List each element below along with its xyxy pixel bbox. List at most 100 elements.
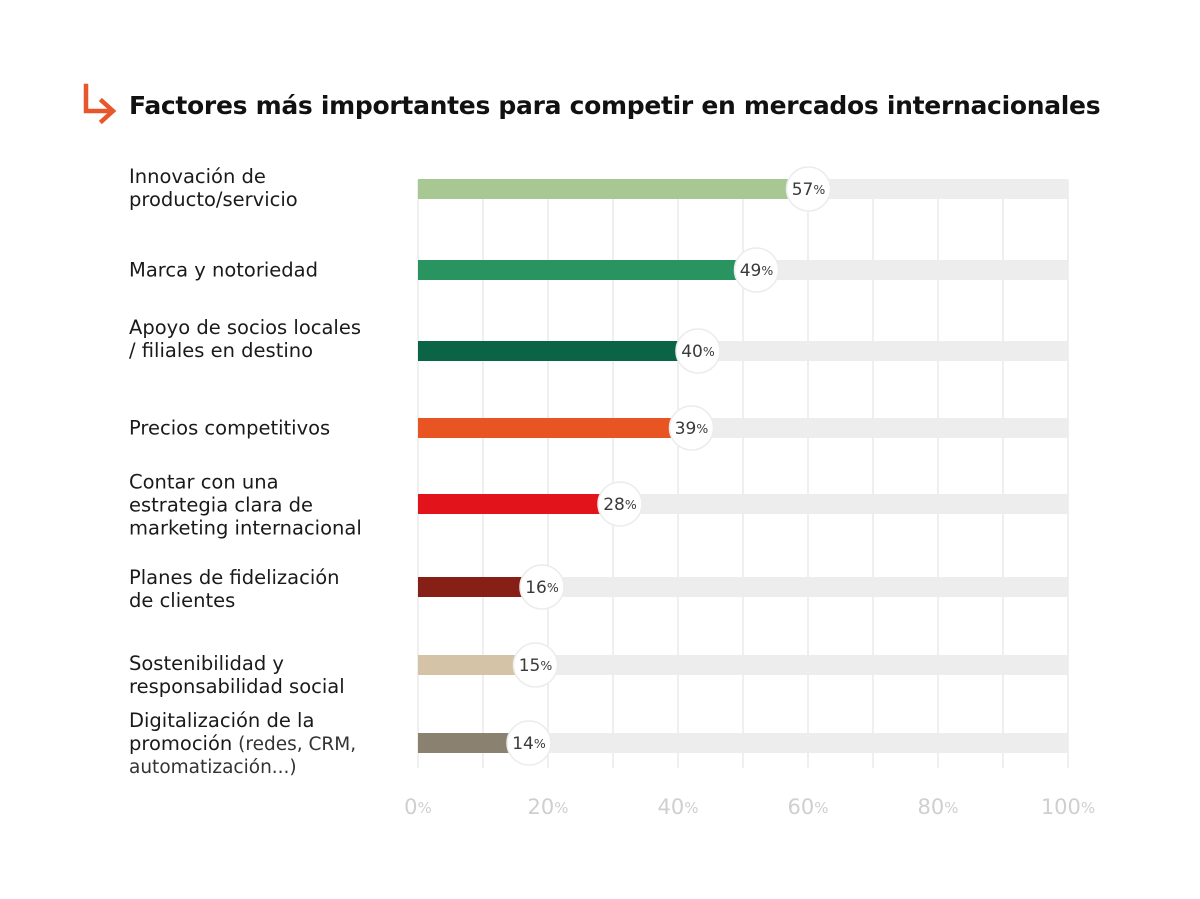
category-label-text: de clientes	[129, 589, 236, 612]
arrow-icon	[83, 83, 117, 125]
bar-track	[418, 655, 1068, 675]
category-label-text: estrategia clara de	[129, 493, 313, 517]
x-tick-label: 40%	[658, 795, 699, 819]
x-tick-value: 40	[658, 795, 685, 819]
bar	[418, 494, 600, 514]
x-tick-value: 80	[918, 795, 945, 819]
data-label-value: 57	[792, 180, 814, 200]
category-label-line: Contar con una	[129, 471, 414, 494]
x-tick-label: 100%	[1041, 795, 1095, 819]
data-label-suffix: %	[696, 421, 708, 436]
data-label-value: 49	[740, 261, 762, 281]
category-label-line: Marca y notoriedad	[129, 259, 414, 282]
category-label-line: / filiales en destino	[129, 339, 414, 362]
category-label-line: Sostenibilidad y	[129, 652, 414, 675]
data-label-suffix: %	[813, 182, 825, 197]
data-label: 40%	[681, 342, 715, 362]
category-label: Precios competitivos	[129, 417, 414, 440]
x-tick-suffix: %	[944, 799, 958, 817]
value-bubble	[506, 720, 552, 766]
value-bubble	[785, 166, 832, 212]
category-label: Innovación de producto/servicio	[129, 165, 414, 211]
category-label-line: Digitalización de la	[129, 709, 414, 732]
category-label: Marca y notoriedad	[129, 259, 414, 282]
x-tick-value: 100	[1041, 795, 1081, 819]
x-tick-label: 20%	[528, 795, 569, 819]
category-label-line: Apoyo de socios locales	[129, 316, 414, 339]
data-label-value: 28	[603, 495, 625, 515]
category-label: Planes de fidelización de clientes	[129, 566, 414, 612]
x-tick-label: 0%	[404, 795, 432, 819]
title-row: Factores más importantes para competir e…	[80, 82, 1101, 128]
category-label-text: Innovación de	[129, 165, 266, 188]
value-bubble	[512, 642, 559, 688]
x-tick-value: 20	[528, 795, 555, 819]
category-label-text: Precios competitivos	[129, 416, 331, 440]
x-tick-suffix: %	[554, 799, 568, 817]
x-tick-suffix: %	[684, 799, 698, 817]
x-tick-suffix: %	[418, 799, 432, 817]
bar	[418, 260, 737, 280]
category-label-text: promoción	[129, 732, 233, 755]
category-label-text: marketing internacional	[129, 516, 362, 540]
category-label-text: producto/servicio	[129, 188, 298, 211]
data-label-suffix: %	[761, 263, 773, 278]
category-label-line: marketing internacional	[129, 517, 414, 540]
category-label-text: / filiales en destino	[129, 339, 314, 362]
category-label-text: Apoyo de socios locales	[129, 316, 362, 339]
value-bubble	[519, 564, 565, 610]
category-label-line: estrategia clara de	[129, 494, 414, 517]
category-label-line: Precios competitivos	[129, 417, 414, 440]
category-label-text: Sostenibilidad y	[129, 652, 284, 675]
x-tick-suffix: %	[814, 799, 828, 817]
data-label: 57%	[792, 180, 826, 200]
x-tick-label: 80%	[918, 795, 959, 819]
category-label-line: producto/servicio	[129, 188, 414, 211]
data-label-suffix: %	[547, 580, 559, 595]
x-tick-value: 0	[404, 795, 417, 819]
bar	[418, 341, 678, 361]
category-label-line: Planes de fidelización	[129, 566, 414, 589]
bar-track	[418, 577, 1068, 597]
data-label-value: 40	[681, 342, 703, 362]
value-bubble	[675, 328, 721, 374]
category-label: Contar con una estrategia clara de marketi…	[129, 471, 414, 540]
bar	[418, 655, 516, 675]
bar	[418, 418, 672, 438]
data-label: 15%	[519, 656, 553, 676]
category-label-text: responsabilidad social	[129, 675, 345, 698]
bar-track	[418, 733, 1068, 753]
data-label-suffix: %	[540, 658, 552, 673]
x-tick-value: 60	[788, 795, 815, 819]
category-label-line: responsabilidad social	[129, 675, 414, 698]
category-label-text: Contar con una	[129, 470, 279, 494]
chart-title: Factores más importantes para competir e…	[129, 90, 1101, 120]
category-label-note: (redes, CRM,	[232, 734, 357, 755]
category-label-note: automatización...)	[129, 757, 297, 778]
category-label-text: Planes de fidelización	[129, 566, 340, 589]
bar	[418, 179, 789, 199]
bar	[418, 733, 509, 753]
data-label-suffix: %	[703, 344, 715, 359]
value-bubble	[733, 247, 780, 293]
category-label: Apoyo de socios locales / filiales en des…	[129, 316, 414, 362]
data-label: 16%	[525, 578, 559, 598]
category-label-line: de clientes	[129, 589, 414, 612]
data-label-suffix: %	[534, 736, 546, 751]
data-label: 39%	[675, 419, 709, 439]
x-tick-label: 60%	[788, 795, 829, 819]
data-label: 49%	[740, 261, 774, 281]
data-label-value: 16	[525, 578, 547, 598]
data-label: 14%	[512, 734, 546, 754]
category-label-text: Digitalización de la	[129, 709, 315, 732]
value-bubble	[668, 405, 715, 451]
category-label: Sostenibilidad y responsabilidad social	[129, 652, 414, 698]
data-label-value: 14	[512, 734, 534, 754]
x-tick-suffix: %	[1081, 799, 1095, 817]
category-label-line: Innovación de	[129, 165, 414, 188]
value-bubble	[597, 481, 643, 527]
data-label: 28%	[603, 495, 637, 515]
data-label-value: 39	[675, 419, 697, 439]
bar	[418, 577, 522, 597]
